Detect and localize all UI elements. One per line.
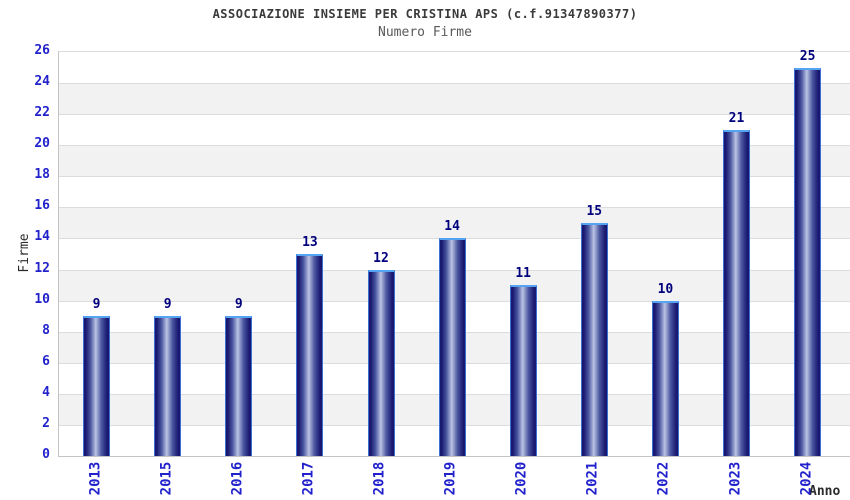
bar-value-label: 9: [92, 297, 101, 313]
plot-band-gray: [59, 83, 850, 115]
bar-value-label: 21: [728, 110, 745, 126]
bar-value-label: 14: [444, 219, 460, 235]
y-tick-label: 14: [34, 229, 50, 245]
x-tick-label: 2024: [798, 461, 815, 496]
gridline: [59, 176, 850, 178]
y-tick-label: 0: [42, 447, 50, 462]
x-tick-label: 2020: [513, 461, 530, 496]
bar-2024[interactable]: [794, 67, 822, 456]
bar-value-label: 9: [163, 297, 172, 313]
y-tick-label: 4: [42, 384, 50, 400]
x-axis-label: Anno: [809, 484, 841, 499]
x-tick-label: 2015: [158, 461, 175, 496]
bar-value-label: 10: [657, 281, 674, 297]
bar-2016[interactable]: [225, 316, 253, 456]
bar-value-label: 15: [586, 203, 603, 219]
y-tick-label: 22: [34, 105, 50, 121]
chart-subtitle: Numero Firme: [378, 25, 472, 40]
bar-2020[interactable]: [509, 285, 537, 456]
bar-value-label: 25: [799, 48, 816, 64]
y-tick-label: 10: [34, 291, 50, 307]
x-tick-label: 2019: [442, 461, 459, 496]
y-tick-label: 26: [34, 43, 50, 58]
bar-2021[interactable]: [580, 222, 608, 456]
plot-area: 9 9 9 13 12 14 11 15 10 21 25: [58, 48, 850, 457]
gridline: [59, 83, 850, 85]
bar-value-label: 13: [302, 235, 318, 250]
bar-value-label: 12: [373, 250, 389, 266]
bar-2017[interactable]: [296, 254, 324, 456]
x-tick-label: 2021: [584, 461, 601, 496]
y-tick-label: 24: [34, 74, 50, 90]
bar-2019[interactable]: [438, 238, 466, 456]
x-tick-label: 2022: [655, 461, 672, 496]
x-tick-label: 2013: [87, 461, 104, 496]
bar-2013[interactable]: [83, 316, 111, 456]
x-tick-label: 2023: [727, 461, 743, 496]
bar-2015[interactable]: [154, 316, 182, 456]
bar-value-label: 9: [234, 297, 243, 313]
bar-2018[interactable]: [367, 269, 395, 456]
y-tick-label: 12: [34, 260, 50, 276]
plot-band-white: [59, 52, 850, 84]
gridline: [59, 145, 850, 147]
y-tick-label: 20: [34, 136, 50, 152]
bar-2023[interactable]: [723, 129, 750, 456]
y-tick-label: 18: [34, 167, 50, 183]
chart-title: ASSOCIAZIONE INSIEME PER CRISTINA APS (c…: [212, 7, 638, 21]
bar-value-label: 11: [515, 266, 532, 282]
x-tick-label: 2016: [229, 461, 246, 496]
x-tick-label: 2018: [371, 461, 388, 496]
gridline: [59, 207, 850, 209]
plot-band-white: [59, 176, 850, 208]
x-tick-label: 2017: [300, 461, 317, 496]
y-tick-label: 16: [34, 198, 50, 214]
bar-2022[interactable]: [651, 300, 679, 456]
gridline: [59, 114, 850, 116]
y-tick-label: 2: [42, 415, 50, 431]
plot-band-white: [59, 114, 850, 146]
plot-band-gray: [59, 145, 850, 177]
y-tick-label: 8: [42, 322, 50, 338]
plot-band-gray: [59, 207, 850, 239]
y-tick-label: 6: [42, 353, 50, 369]
